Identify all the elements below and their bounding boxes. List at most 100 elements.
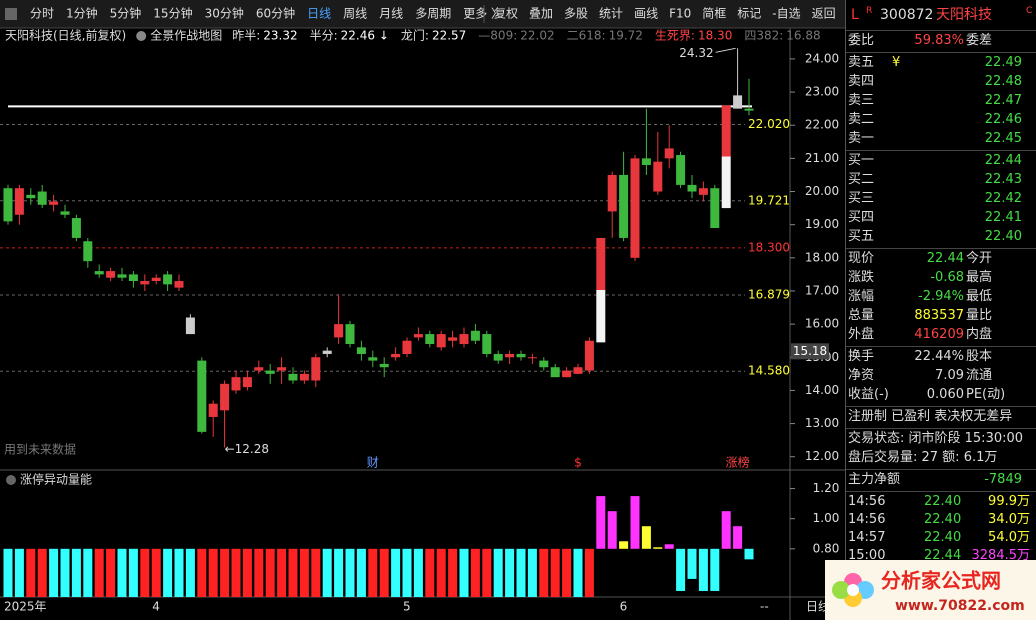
row-label2: 委差 [966, 33, 993, 48]
row-value: 22.41 [984, 210, 1022, 225]
bar [493, 548, 503, 597]
level-label: 四382: [744, 29, 783, 43]
toolbar-item[interactable]: 多周期 [415, 7, 451, 21]
trade-price: 22.40 [924, 512, 962, 527]
bar [436, 548, 446, 597]
candle-body [128, 274, 138, 282]
bar [322, 548, 332, 597]
toolbar-item[interactable]: 统计 [599, 7, 623, 21]
bar [174, 548, 184, 597]
watermark: 分析家公式网 www.70822.com [825, 560, 1036, 620]
bar [641, 526, 651, 549]
trade-volume: 54.0万 [988, 530, 1030, 545]
candle-body [3, 188, 13, 222]
candle-body [607, 174, 617, 212]
row-label2: 内盘 [966, 327, 993, 342]
candle-body [174, 281, 184, 288]
y-tick-label: 17.00 [805, 283, 839, 297]
row-label: 主力净额 [848, 472, 901, 487]
toolbar-item[interactable]: 周线 [343, 7, 367, 21]
trade-volume: 34.0万 [988, 512, 1030, 527]
candle-body [470, 330, 480, 341]
bar [630, 496, 640, 549]
toolbar-item[interactable]: 返回 [812, 7, 836, 21]
y-tick-label: 1.00 [813, 511, 840, 525]
candle-body [94, 271, 104, 275]
candle-body [14, 188, 24, 215]
map-icon[interactable] [136, 31, 147, 41]
toolbar-item[interactable]: 1分钟 [66, 6, 98, 21]
toolbar-item[interactable]: 60分钟 [256, 6, 295, 21]
bar [60, 548, 70, 597]
row-value: 22.47 [984, 93, 1022, 108]
candle-body [26, 194, 36, 199]
toolbar-item[interactable]: 叠加 [529, 7, 553, 21]
separator [846, 346, 1036, 347]
map-link[interactable]: 全景作战地图 [150, 28, 222, 43]
quote-flag: L [851, 7, 859, 23]
candle-body [710, 188, 720, 228]
level-value: 19.72 [609, 29, 643, 43]
toolbar-item[interactable]: 月线 [379, 7, 403, 21]
candle-body [550, 367, 560, 378]
y-tick-label: 13.00 [805, 416, 839, 430]
bar [220, 548, 230, 597]
y-tick-label: 14.00 [805, 383, 839, 397]
toolbar-item[interactable]: F10 [669, 7, 691, 21]
bar [539, 548, 549, 597]
toolbar-item[interactable]: -自选 [772, 7, 800, 21]
level-label: 龙门: [401, 28, 429, 43]
y-tick-label: 22.00 [805, 118, 839, 132]
level-label: 19.721 [748, 193, 790, 207]
candle-body [345, 324, 355, 345]
level-value: 18.30 [698, 29, 732, 43]
candle-body [83, 241, 93, 262]
separator [846, 150, 1036, 151]
candle-body [368, 357, 378, 361]
toolbar-item[interactable]: 15分钟 [153, 6, 192, 21]
row-label2: PE(动) [966, 387, 1006, 402]
row-label: 外盘 [848, 327, 875, 342]
candle-body [299, 373, 309, 381]
trade-price: 22.44 [924, 548, 962, 563]
row-label: 注册制 已盈利 表决权无差异 [848, 409, 1013, 424]
toolbar-item[interactable]: 标记 [737, 7, 761, 21]
bar [208, 548, 218, 597]
level-label: 22.020 [748, 117, 790, 131]
footer-more[interactable]: -- [760, 600, 769, 614]
bar [94, 548, 104, 597]
footer-period[interactable]: 日线 [806, 600, 830, 614]
row-label: 买二 [848, 172, 875, 187]
row-value: -7849 [984, 472, 1022, 487]
indicator-icon[interactable] [6, 475, 16, 485]
bar [345, 548, 355, 597]
toolbar-item[interactable]: 更多 〉 [463, 7, 503, 21]
bar [288, 548, 298, 597]
menu-icon[interactable] [5, 8, 17, 20]
high-arrow [715, 47, 736, 53]
level-label: 二618: [567, 29, 606, 43]
level-value: 22.02 [520, 29, 554, 43]
candle-body [140, 281, 150, 285]
row-mark: ¥ [892, 55, 901, 70]
toolbar-item[interactable]: 复权 [494, 7, 518, 21]
level-label: 18.300 [748, 240, 790, 254]
quote-code: 300872 [880, 7, 934, 23]
toolbar-item[interactable]: 日线 [307, 7, 331, 21]
toolbar-item[interactable]: 简框 [702, 7, 726, 21]
trade-volume: 99.9万 [988, 494, 1030, 509]
level-label: 昨半: [232, 29, 260, 43]
toolbar-item[interactable]: 5分钟 [110, 6, 142, 21]
toolbar-item[interactable]: 分时 [30, 7, 54, 21]
bar [425, 548, 435, 597]
toolbar-item[interactable]: 画线 [634, 7, 658, 21]
toolbar-item[interactable]: 多股 [564, 7, 588, 21]
toolbar-item[interactable]: 30分钟 [205, 6, 244, 21]
row-label2: 最高 [966, 270, 993, 285]
row-label: 涨幅 [848, 289, 875, 304]
y-tick-label: 20.00 [805, 184, 839, 198]
row-label: 买五 [848, 229, 875, 244]
row-value: 22.40 [984, 229, 1022, 244]
watermark-url: www.70822.com [895, 598, 1025, 614]
y-tick-label: 19.00 [805, 217, 839, 231]
